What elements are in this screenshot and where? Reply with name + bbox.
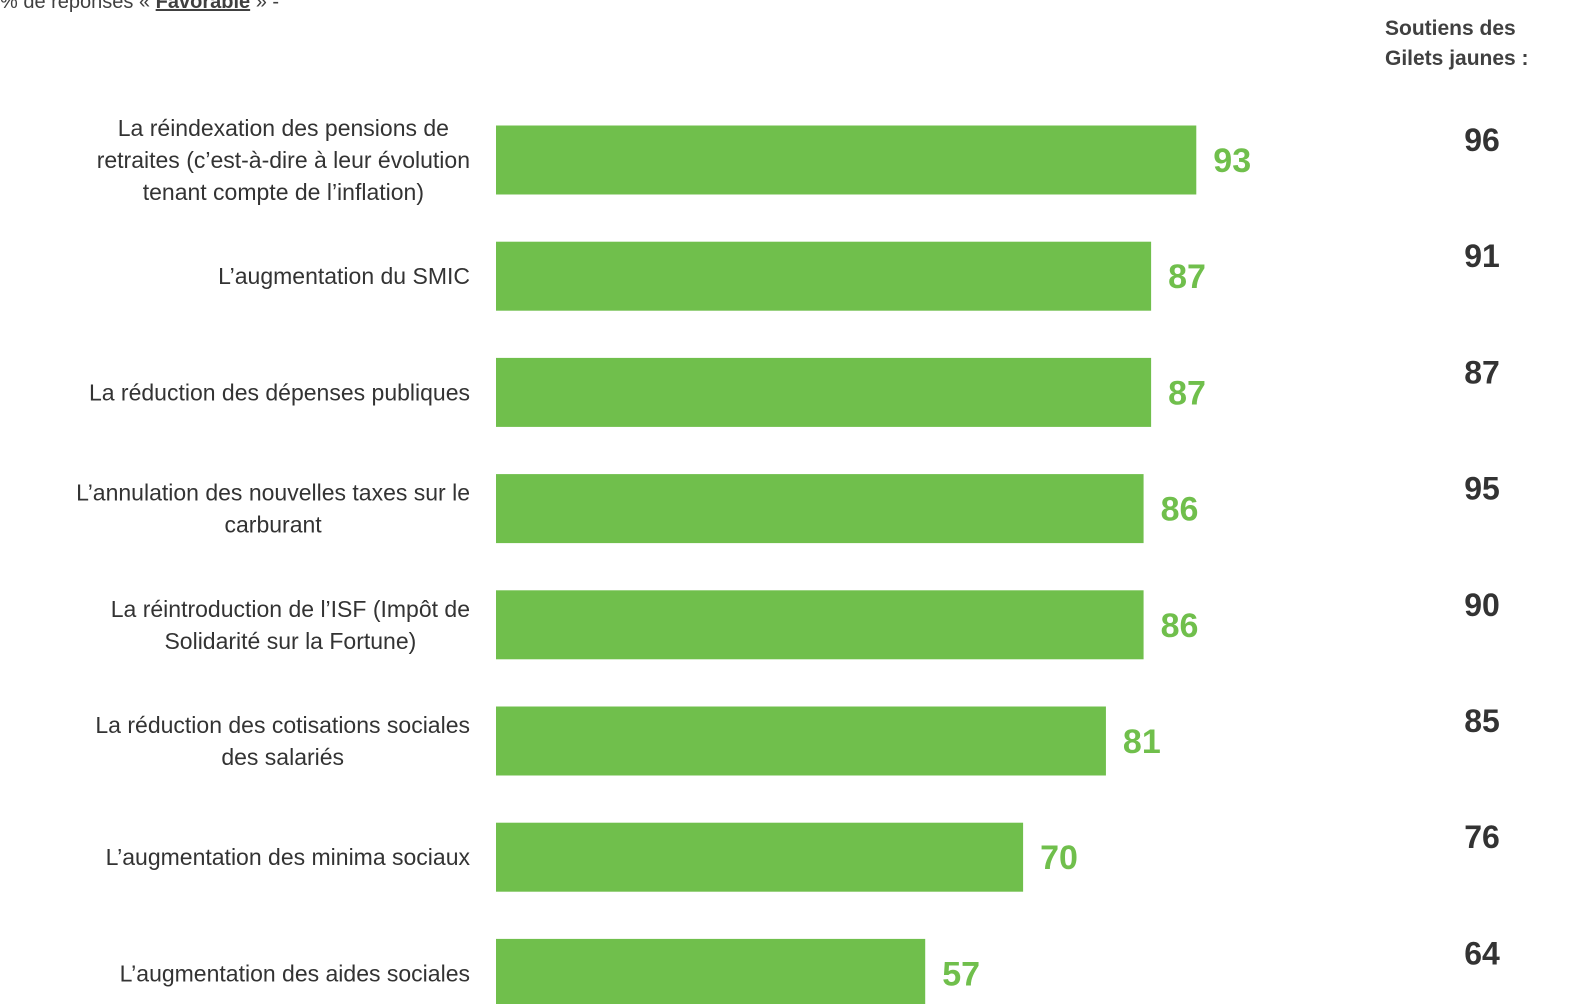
side-value-5: 90 [1464, 587, 1500, 623]
bar-8 [496, 938, 926, 1004]
side-header-line-1: Soutiens des [1385, 17, 1516, 40]
category-label-7: L’augmentation des minima sociaux [106, 844, 471, 870]
category-label-4: L’annulation des nouvelles taxes sur le c… [76, 480, 470, 538]
value-label-6: 81 [1123, 723, 1161, 761]
category-label-8: L’augmentation des aides sociales [120, 960, 470, 986]
value-label-3: 87 [1168, 374, 1206, 412]
value-label-7: 70 [1040, 839, 1078, 877]
header-note-suffix: » - [250, 0, 280, 13]
header-note: % de réponses « Favorable » - [0, 0, 279, 14]
side-value-6: 85 [1464, 703, 1500, 739]
side-value-4: 95 [1464, 471, 1500, 507]
bar-2 [496, 241, 1152, 311]
side-column-header: Soutiens des Gilets jaunes : [1385, 14, 1571, 74]
header-note-prefix: % de réponses « [0, 0, 156, 13]
category-label-6: La réduction des cotisations sociales des… [95, 712, 470, 770]
value-label-8: 57 [942, 955, 980, 993]
value-label-1: 93 [1213, 142, 1251, 180]
category-label-3: La réduction des dépenses publiques [89, 379, 470, 405]
bar-4 [496, 474, 1144, 544]
value-label-4: 86 [1161, 491, 1199, 529]
side-header-line-2: Gilets jaunes : [1385, 47, 1529, 70]
category-label-5: La réintroduction de l’ISF (Impôt de Soli… [111, 596, 470, 654]
side-value-2: 91 [1464, 238, 1500, 274]
side-value-1: 96 [1464, 122, 1500, 158]
bar-5 [496, 590, 1144, 660]
bar-3 [496, 357, 1152, 427]
header-note-emphasis: Favorable [155, 0, 251, 13]
side-value-8: 64 [1464, 935, 1500, 971]
bar-7 [496, 822, 1024, 892]
side-value-3: 87 [1464, 354, 1500, 390]
value-label-5: 86 [1161, 607, 1199, 645]
value-label-2: 87 [1168, 258, 1206, 296]
bar-6 [496, 706, 1106, 776]
category-label-1: La réindexation des pensions de retraites… [97, 115, 470, 205]
category-label-2: L’augmentation du SMIC [218, 263, 470, 289]
side-value-7: 76 [1464, 819, 1500, 855]
bar-1 [496, 125, 1197, 195]
